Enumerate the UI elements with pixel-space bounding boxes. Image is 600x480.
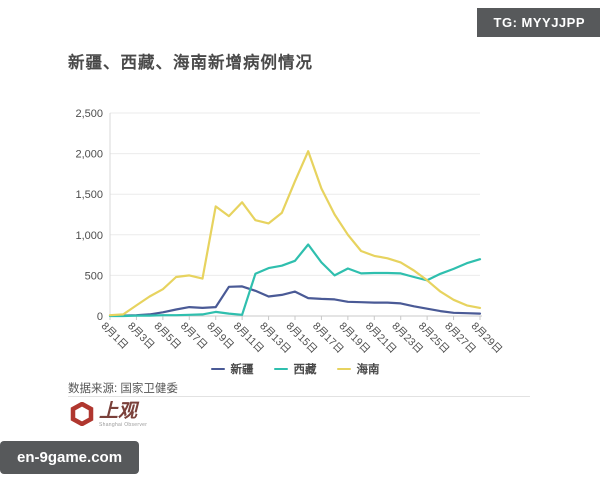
x-tick-label: 8月5日	[152, 320, 184, 352]
y-tick-label: 1,000	[75, 230, 103, 242]
legend-item-海南: 海南	[336, 361, 380, 377]
x-tick-label: 8月3日	[125, 320, 157, 352]
y-tick-label: 1,500	[75, 189, 103, 201]
series-line-新疆	[108, 285, 482, 317]
y-tick-label: 2,500	[75, 108, 103, 120]
chart-canvas: 0 500 1,000 1,500 2,000 2,500 8月1日8月3日8月5日8月7日…	[75, 108, 504, 356]
hexagon-logo-icon	[70, 402, 94, 426]
data-source-label: 数据来源: 国家卫健委	[68, 383, 178, 395]
x-tick-label: 8月1日	[99, 320, 131, 352]
legend-item-新疆: 新疆	[210, 361, 254, 377]
legend-label: 海南	[356, 364, 380, 376]
x-tick-label: 8月7日	[178, 320, 210, 352]
legend-label: 西藏	[293, 364, 317, 376]
legend-dash-icon	[336, 367, 351, 371]
y-tick-label: 500	[85, 270, 103, 282]
publisher-name: 上观	[99, 401, 138, 422]
series-line-西藏	[108, 243, 482, 318]
series-line-海南	[108, 150, 482, 317]
publisher-subtitle: Shanghai Observer	[99, 422, 148, 428]
legend-label: 新疆	[230, 364, 254, 376]
x-tick-label: 8月9日	[204, 320, 236, 352]
telegram-badge: TG: MYYJJPP	[476, 8, 600, 37]
legend-dash-icon	[210, 367, 225, 371]
site-watermark: en-9game.com	[0, 441, 140, 474]
footer-divider	[68, 396, 530, 397]
y-tick-label: 0	[97, 311, 103, 323]
legend-item-西藏: 西藏	[273, 361, 317, 377]
publisher-logo: 上观 Shanghai Observer	[70, 402, 147, 428]
publisher-logo-text: 上观 Shanghai Observer	[99, 401, 148, 429]
y-tick-label: 2,000	[75, 149, 103, 161]
chart-legend: 新疆 西藏 海南	[110, 361, 480, 377]
chart-title: 新疆、西藏、海南新增病例情况	[68, 54, 313, 72]
legend-dash-icon	[273, 367, 288, 371]
line-chart: 0 500 1,000 1,500 2,000 2,500 8月1日 8月3日 8月5日 8月7日…	[70, 100, 550, 362]
